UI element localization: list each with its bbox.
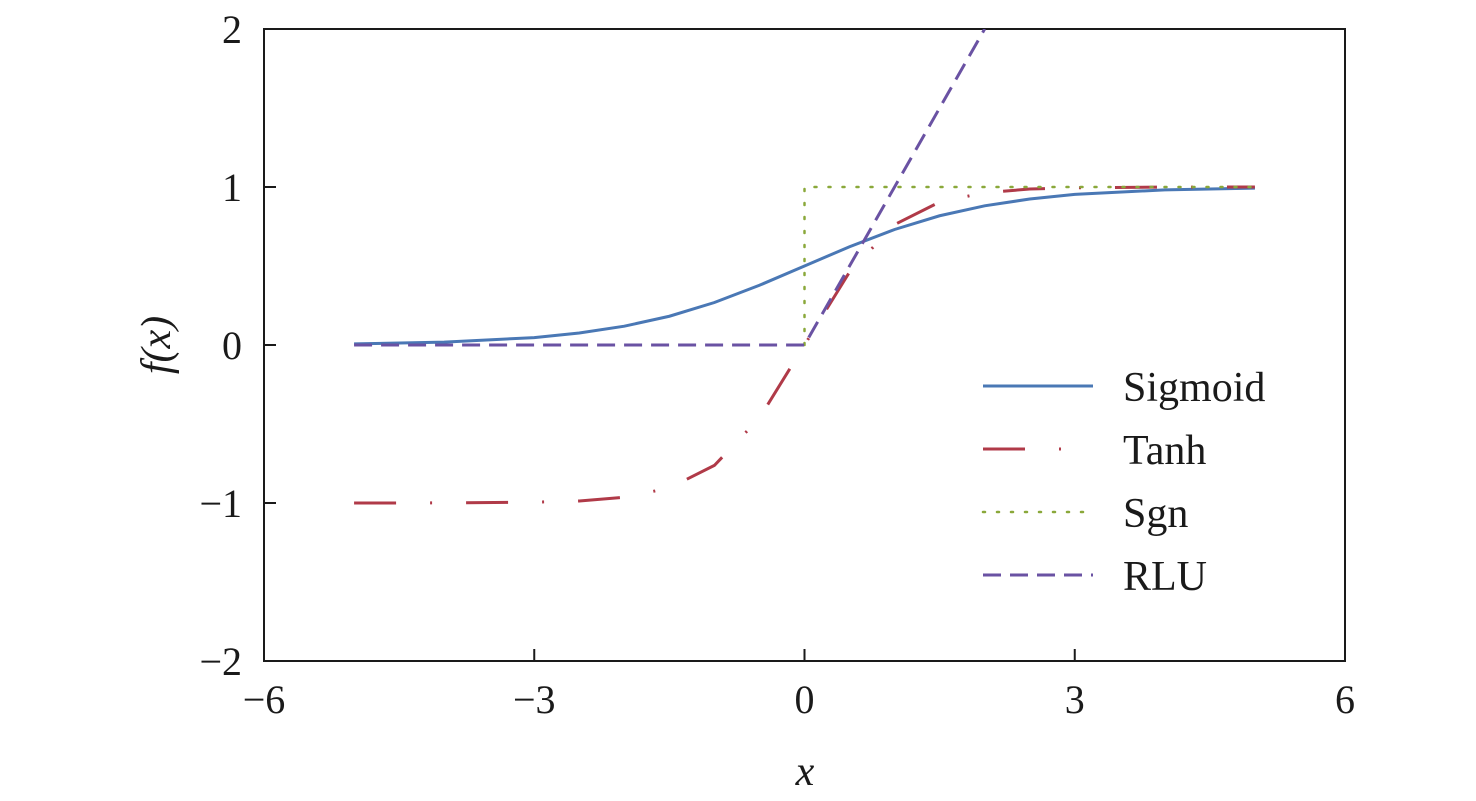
x-tick-label: 6: [1335, 677, 1355, 722]
x-tick-label: 3: [1065, 677, 1085, 722]
y-tick-label: −2: [199, 639, 242, 684]
series-line-sgn: [803, 185, 1257, 347]
y-axis-title: f(x): [134, 316, 180, 374]
x-tick-label: −3: [513, 677, 556, 722]
y-tick-label: −1: [199, 481, 242, 526]
series-line-sigmoid: [354, 186, 1255, 346]
x-tick-label: −6: [243, 677, 286, 722]
series-line-tanh: [354, 185, 1255, 505]
legend-label-tanh: Tanh: [1123, 428, 1206, 474]
legend-label-sigmoid: Sigmoid: [1123, 365, 1265, 411]
axis-ticks: −6 −3 0 3 6 −2 −1 0 1 2: [199, 7, 1355, 722]
x-axis-title: x: [795, 749, 815, 795]
series-line-rlu: [354, 29, 986, 347]
y-tick-label: 0: [222, 323, 242, 368]
y-tick-label: 2: [222, 7, 242, 52]
y-tick-label: 1: [222, 165, 242, 210]
legend-label-rlu: RLU: [1123, 554, 1207, 600]
x-tick-label: 0: [795, 677, 815, 722]
legend-label-sgn: Sgn: [1123, 491, 1188, 537]
legend: Sigmoid Tanh Sgn RLU: [981, 365, 1265, 600]
data-series: [354, 29, 1257, 505]
